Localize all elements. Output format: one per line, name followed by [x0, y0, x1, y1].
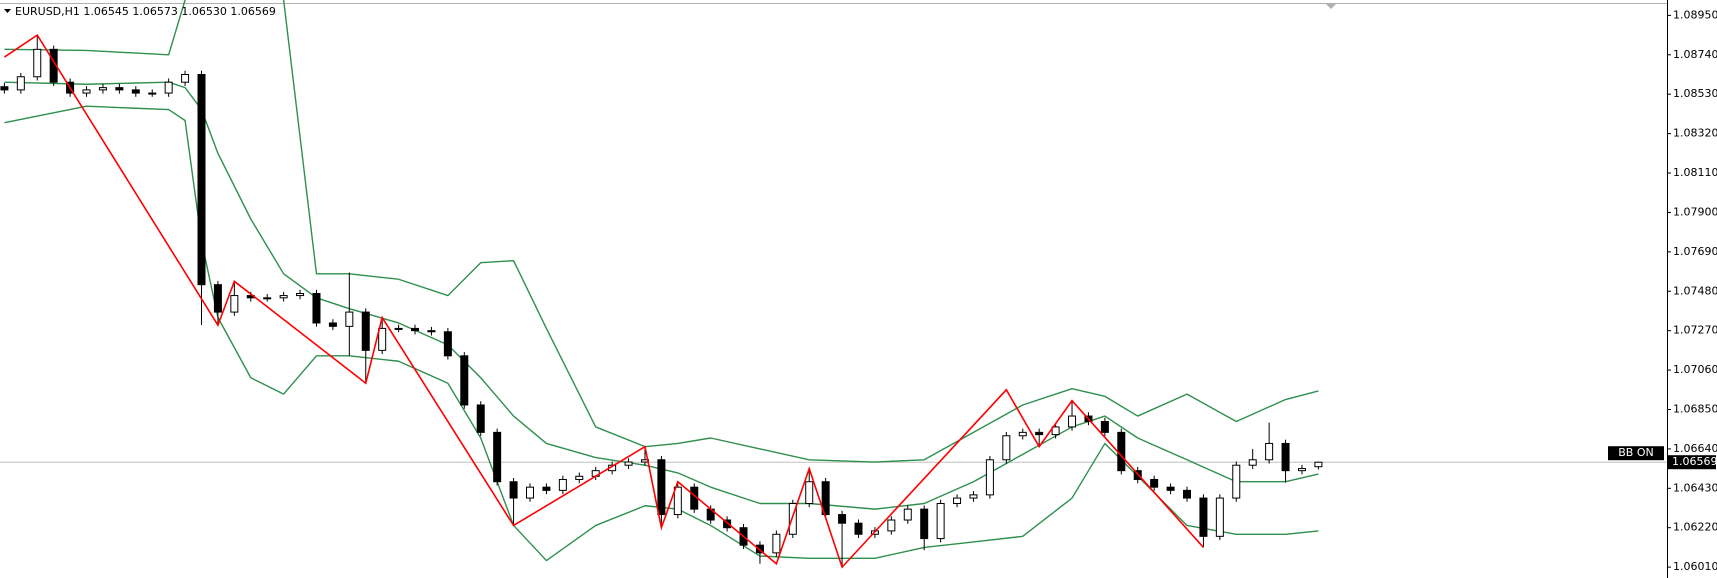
candle-body	[1215, 497, 1224, 537]
candle-body	[296, 293, 305, 297]
candle-body	[263, 297, 272, 300]
candle-body	[1297, 468, 1306, 472]
candle-body	[361, 311, 370, 351]
y-tick-label: 1.07270	[1673, 324, 1717, 337]
candle-body	[755, 544, 764, 554]
candle-body	[1183, 489, 1191, 499]
y-tick-label: 1.07480	[1673, 284, 1717, 297]
candle-body	[542, 486, 551, 491]
candle-body	[0, 86, 9, 91]
candle-body	[345, 311, 354, 327]
candle-body	[213, 284, 222, 313]
y-tick-label: 1.08950	[1673, 8, 1717, 21]
candle-body	[82, 89, 91, 94]
candle-body	[1281, 442, 1290, 472]
candle-body	[197, 74, 206, 286]
candle-body	[1100, 420, 1109, 433]
y-tick-label: 1.07690	[1673, 245, 1717, 258]
y-tick-label: 1.06850	[1673, 402, 1717, 415]
candle-body	[443, 331, 452, 357]
candle-body	[854, 522, 863, 535]
price-label: 1.06569	[1672, 455, 1717, 468]
y-tick-label: 1.06640	[1673, 442, 1717, 455]
band-lower	[4, 105, 1319, 562]
candle-body	[411, 327, 420, 332]
candle-body	[16, 76, 25, 91]
candle-body	[526, 486, 534, 499]
band-upper	[4, 0, 1319, 463]
candle-body	[33, 48, 42, 78]
candle-body	[575, 475, 584, 480]
candle-body	[115, 87, 124, 91]
candle-body	[394, 327, 403, 330]
y-tick-label: 1.06010	[1673, 560, 1717, 573]
candle-body	[920, 508, 929, 540]
candle-body	[1051, 426, 1060, 436]
candle-body	[657, 459, 666, 516]
candle-body	[98, 87, 107, 91]
candle-body	[1232, 464, 1241, 499]
candle-body	[953, 497, 962, 504]
candle-body	[131, 89, 140, 94]
candle-body	[509, 481, 518, 499]
y-tick-label: 1.08740	[1673, 48, 1717, 61]
y-tick-label: 1.06220	[1673, 521, 1717, 534]
candle-body	[279, 295, 288, 299]
candle-body	[723, 519, 732, 529]
candle-body	[1248, 459, 1257, 466]
candle-body	[1314, 461, 1323, 468]
candle-body	[328, 322, 337, 327]
candle-body	[887, 519, 896, 532]
candle-body	[164, 81, 173, 94]
candle-body	[378, 327, 387, 351]
candle-body	[1166, 486, 1175, 491]
candle-body	[427, 330, 436, 333]
candle-body	[903, 508, 912, 521]
candle-body	[805, 481, 814, 504]
candle-body	[1265, 442, 1274, 461]
candle-body	[1199, 497, 1208, 537]
indicator-label: BB ON	[1618, 446, 1653, 459]
candle-body	[788, 502, 797, 535]
candle-body	[673, 486, 682, 516]
y-tick-label: 1.06430	[1673, 481, 1717, 494]
candle-body	[558, 478, 567, 491]
price-label-box	[1668, 455, 1716, 470]
candle-body	[985, 459, 994, 496]
chart-header: EURUSD,H1 1.06545 1.06573 1.06530 1.0656…	[15, 5, 276, 18]
y-tick-label: 1.07060	[1673, 363, 1717, 376]
candle-body	[312, 293, 321, 324]
candle-body	[936, 502, 945, 540]
y-tick-label: 1.08320	[1673, 127, 1717, 140]
candle-body	[772, 533, 781, 554]
plot-area	[0, 0, 1667, 569]
candle-body	[1150, 478, 1159, 488]
header-arrow[interactable]	[4, 9, 11, 13]
candle-body	[493, 431, 502, 483]
candle-body	[969, 494, 978, 499]
candle-body	[624, 461, 633, 466]
candle-body	[460, 355, 469, 406]
y-tick-label: 1.07900	[1673, 205, 1717, 218]
candle-body	[1018, 431, 1027, 437]
candle-body	[1035, 431, 1044, 436]
zigzag	[3, 33, 1205, 569]
y-tick-label: 1.08530	[1673, 87, 1717, 100]
candle-body	[230, 295, 239, 313]
candle-body	[838, 514, 847, 524]
shift-marker[interactable]	[1326, 4, 1336, 9]
candle-body	[1117, 431, 1126, 472]
candle-body	[1068, 415, 1077, 428]
candle-body	[821, 481, 830, 516]
candle-body	[476, 404, 485, 433]
indicator-label-box	[1608, 446, 1664, 461]
y-tick-label: 1.08110	[1673, 166, 1717, 179]
candle-body	[1002, 435, 1011, 461]
candle-body	[148, 92, 157, 95]
candle-body	[181, 74, 190, 83]
